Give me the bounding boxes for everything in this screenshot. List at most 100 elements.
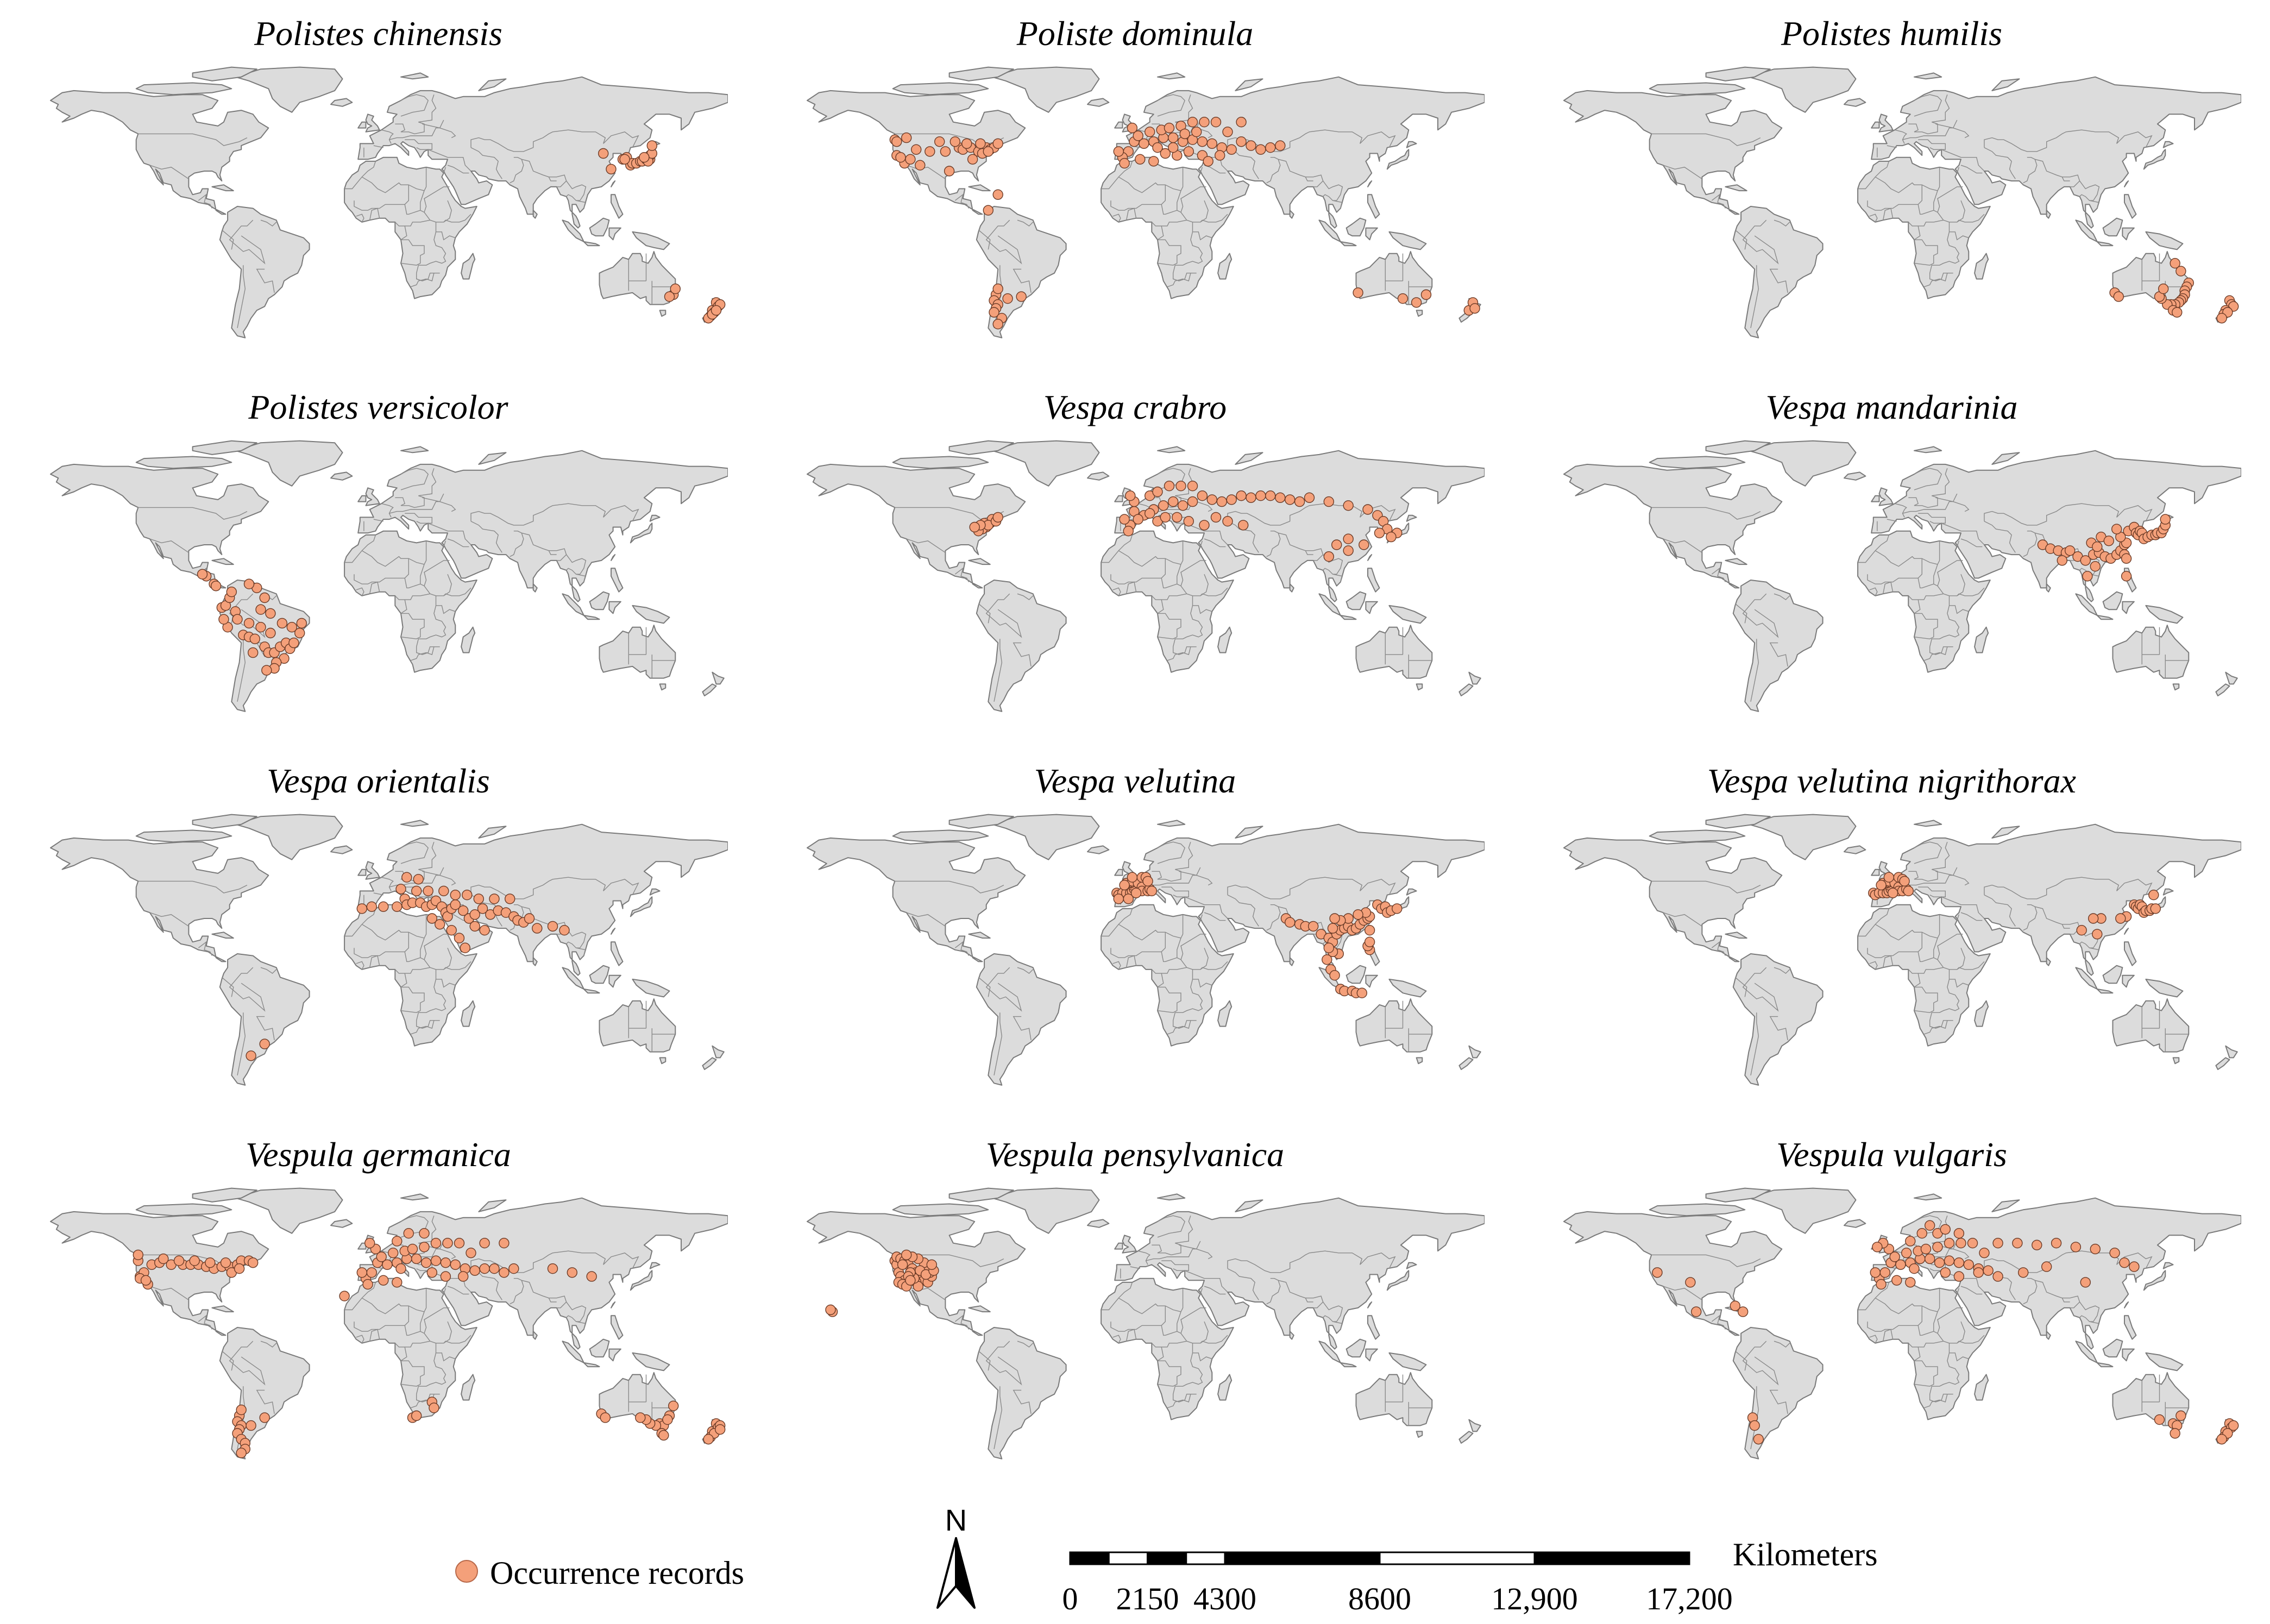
- occurrence-point: [2121, 553, 2132, 564]
- country-border: [576, 947, 587, 956]
- occurrence-point: [1275, 492, 1286, 503]
- occurrence-point: [967, 154, 978, 165]
- occurrence-point: [1002, 293, 1013, 304]
- landmass: [632, 978, 670, 998]
- occurrence-point: [975, 138, 986, 149]
- occurrence-point: [992, 319, 1003, 330]
- landmass: [1114, 868, 1123, 876]
- country-border: [1711, 941, 1726, 956]
- occurrence-point: [1901, 1248, 1912, 1258]
- country-border: [1858, 908, 1890, 937]
- landmass: [2075, 593, 2098, 616]
- country-border: [395, 468, 437, 508]
- occurrence-point: [2088, 913, 2099, 924]
- country-border: [405, 139, 432, 150]
- landmass: [1974, 1000, 1989, 1027]
- occurrence-point: [296, 618, 307, 629]
- landmass: [991, 1187, 1100, 1234]
- occurrence-point: [1113, 893, 1124, 904]
- landmass: [2122, 601, 2135, 614]
- landmass: [1649, 829, 1746, 843]
- landmass: [1649, 82, 1746, 96]
- landmass: [1705, 66, 1771, 81]
- country-border: [1933, 1311, 1938, 1332]
- country-border: [1200, 574, 1209, 596]
- country-border: [1278, 1280, 1324, 1308]
- landmass: [599, 625, 676, 679]
- country-border: [2035, 1280, 2080, 1308]
- landmass: [2096, 1362, 2114, 1368]
- country-border: [1858, 1282, 1890, 1311]
- country-border: [389, 119, 444, 140]
- landmass: [611, 941, 624, 966]
- country-border: [400, 1215, 429, 1238]
- occurrence-point: [664, 291, 675, 302]
- occurrence-layer: [889, 116, 1480, 330]
- country-border: [2035, 159, 2080, 187]
- country-border: [1769, 1389, 1788, 1414]
- occurrence-point: [255, 622, 266, 633]
- country-border: [1184, 523, 1228, 545]
- country-border: [1960, 1286, 1983, 1295]
- country-border: [566, 554, 587, 575]
- country-border: [356, 213, 364, 223]
- country-border: [1332, 200, 1343, 209]
- country-border: [1179, 871, 1213, 886]
- landmass: [608, 227, 621, 241]
- landmass: [50, 837, 269, 962]
- species-title: Vespa crabro: [1043, 388, 1227, 426]
- occurrence-layer: [2109, 258, 2239, 324]
- landmass: [968, 1305, 991, 1313]
- map-panel: Vespa crabro: [757, 374, 1513, 747]
- country-border: [1858, 534, 1890, 563]
- country-border: [1984, 877, 2153, 899]
- occurrence-point: [1925, 1220, 1935, 1231]
- occurrence-point: [246, 1050, 256, 1061]
- country-border: [1663, 538, 1702, 553]
- landmass: [1340, 1362, 1357, 1368]
- occurrence-point: [1883, 872, 1895, 883]
- occurrence-point: [366, 901, 377, 912]
- occurrence-point: [1152, 486, 1163, 498]
- landmass: [2075, 967, 2098, 990]
- landmass: [235, 66, 343, 113]
- country-border: [1192, 605, 1212, 614]
- landmass: [461, 1374, 476, 1401]
- country-border: [443, 167, 447, 173]
- country-border: [1883, 955, 1894, 968]
- landmass: [1871, 121, 1880, 129]
- landmass: [1725, 558, 1747, 565]
- landmass: [1217, 253, 1233, 280]
- occurrence-point: [1197, 490, 1208, 501]
- country-border: [1112, 961, 1121, 970]
- landmass: [1318, 1340, 1341, 1363]
- scale-unit-label: Kilometers: [1733, 1537, 1878, 1572]
- landmass: [562, 219, 584, 242]
- country-border: [1126, 581, 1137, 594]
- country-border: [1887, 145, 1897, 148]
- occurrence-point: [1119, 879, 1130, 891]
- occurrence-point: [1133, 130, 1143, 141]
- occurrence-point: [1953, 1271, 1965, 1282]
- country-border: [1923, 1020, 1948, 1035]
- country-border: [1984, 129, 2153, 152]
- landmass: [1087, 845, 1110, 854]
- occurrence-point: [1386, 531, 1397, 543]
- occurrence-point: [895, 152, 906, 163]
- country-border: [1867, 200, 1985, 223]
- occurrence-point: [1246, 140, 1256, 151]
- occurrence-point: [356, 903, 367, 914]
- occurrence-point: [2090, 1243, 2101, 1255]
- occurrence-point: [1168, 142, 1179, 153]
- occurrence-point: [1899, 876, 1910, 887]
- landmass: [532, 210, 538, 219]
- country-border: [1152, 1215, 1193, 1256]
- country-border: [1305, 177, 1313, 181]
- country-border: [198, 941, 213, 956]
- country-border: [1908, 222, 1921, 240]
- country-border: [1146, 1241, 1201, 1261]
- world-map: [50, 66, 728, 338]
- country-border: [470, 1250, 639, 1273]
- landmass: [1705, 1187, 1771, 1203]
- country-border: [1914, 239, 1938, 266]
